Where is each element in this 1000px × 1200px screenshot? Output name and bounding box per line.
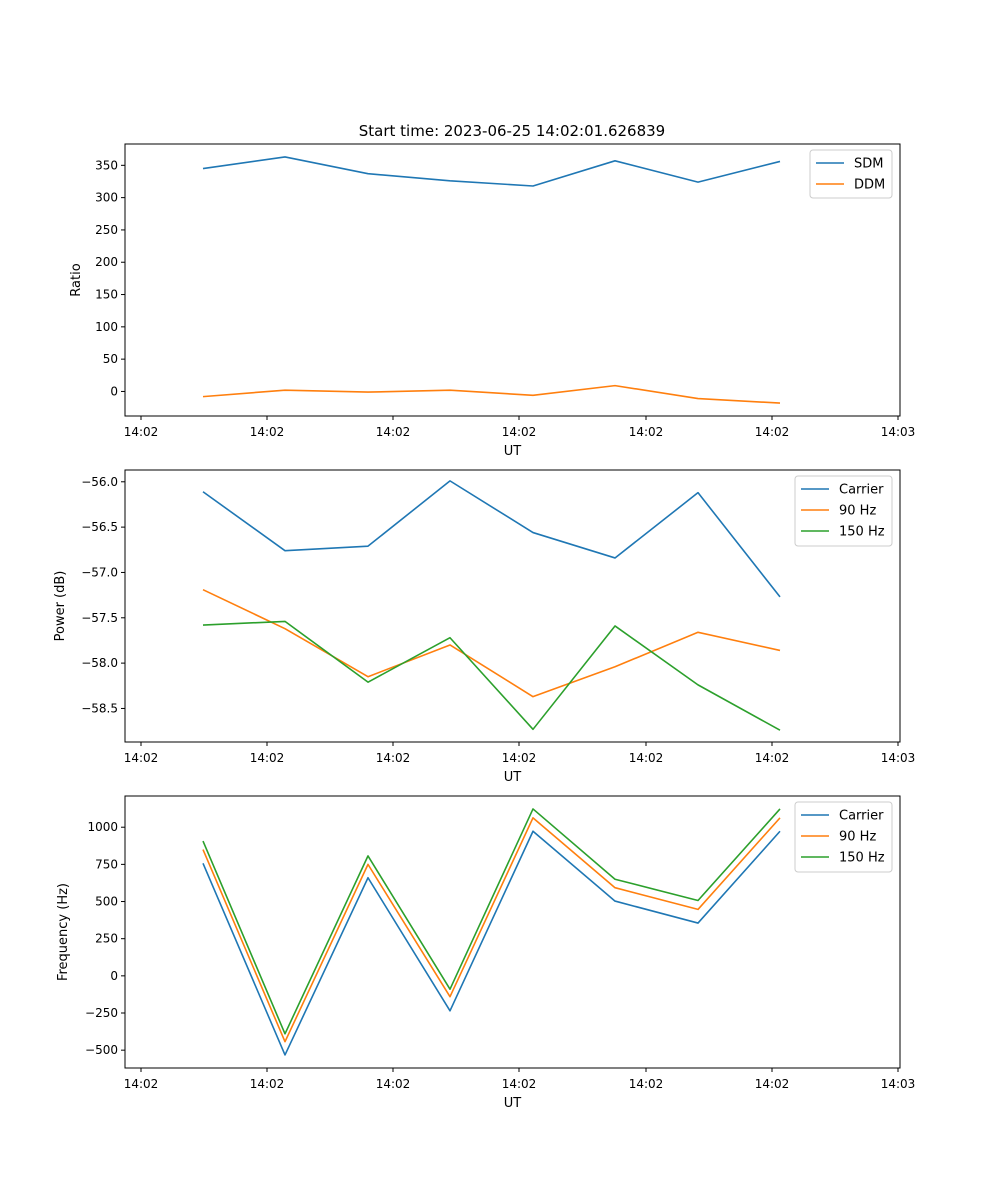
chart-title: Start time: 2023-06-25 14:02:01.626839 <box>359 122 665 140</box>
x-tick-label: 14:02 <box>376 425 411 439</box>
y-tick-label: −250 <box>85 1006 118 1020</box>
legend: SDM DDM <box>809 149 893 199</box>
series-line-carrier <box>202 830 781 1056</box>
y-tick-label: 750 <box>95 857 118 871</box>
y-axis-label: Ratio <box>69 263 84 296</box>
legend-entry: DDM <box>854 178 885 193</box>
x-tick-label: 14:03 <box>881 1077 916 1091</box>
y-tick-label: 100 <box>95 320 118 334</box>
legend-entry: 90 Hz <box>839 504 876 519</box>
x-axis-label: UT <box>504 1096 522 1111</box>
legend-entry: Carrier <box>839 483 884 498</box>
x-tick-label: 14:02 <box>124 751 159 765</box>
y-tick-label: −56.0 <box>81 475 118 489</box>
legend-entry: 90 Hz <box>839 830 876 845</box>
chart-panels: 14:02 14:02 14:02 14:02 14:02 14:02 14:03 0 50 10… <box>53 143 916 1111</box>
panel-1: 14:02 14:02 14:02 14:02 14:02 14:02 14:03 0 50 10… <box>69 143 916 459</box>
y-tick-label: 300 <box>95 191 118 205</box>
series-line-90-hz <box>202 588 781 698</box>
legend-entry: 150 Hz <box>839 525 885 540</box>
x-axis-label: UT <box>504 444 522 459</box>
legend-box <box>794 801 893 873</box>
y-tick-label: −58.0 <box>81 656 118 670</box>
x-tick-label: 14:02 <box>124 425 159 439</box>
x-tick-label: 14:03 <box>881 751 916 765</box>
y-tick-label: 50 <box>103 352 118 366</box>
x-tick-label: 14:02 <box>502 425 537 439</box>
x-tick-label: 14:02 <box>502 1077 537 1091</box>
y-tick-label: 250 <box>95 932 118 946</box>
series-line-carrier <box>202 480 781 598</box>
y-tick-label: −500 <box>85 1043 118 1057</box>
y-tick-label: 500 <box>95 895 118 909</box>
x-tick-label: 14:02 <box>755 751 790 765</box>
x-tick-label: 14:02 <box>376 1077 411 1091</box>
y-tick-label: 250 <box>95 223 118 237</box>
x-tick-label: 14:02 <box>629 425 664 439</box>
series-line-ddm <box>202 384 781 404</box>
series-line-150-hz <box>202 808 781 1035</box>
y-tick-label: 350 <box>95 158 118 172</box>
x-axis-label: UT <box>504 770 522 785</box>
x-tick-label: 14:02 <box>124 1077 159 1091</box>
x-tick-label: 14:02 <box>250 1077 285 1091</box>
legend: Carrier 90 Hz 150 Hz <box>794 475 893 547</box>
x-tick-label: 14:02 <box>629 751 664 765</box>
x-tick-label: 14:02 <box>376 751 411 765</box>
y-tick-label: 0 <box>110 384 118 398</box>
x-tick-label: 14:02 <box>755 425 790 439</box>
x-tick-label: 14:02 <box>755 1077 790 1091</box>
y-tick-label: −58.5 <box>81 701 118 715</box>
series-line-sdm <box>202 156 781 187</box>
panel-2: 14:02 14:02 14:02 14:02 14:02 14:02 14:03 −58.5… <box>53 469 916 785</box>
y-axis-label: Frequency (Hz) <box>56 883 71 981</box>
x-tick-label: 14:02 <box>250 425 285 439</box>
axes-frame <box>124 469 901 743</box>
y-tick-label: −57.0 <box>81 565 118 579</box>
y-tick-label: 150 <box>95 288 118 302</box>
legend-entry: SDM <box>854 157 883 172</box>
y-tick-label: 0 <box>110 969 118 983</box>
x-tick-label: 14:03 <box>881 425 916 439</box>
panel-3: 14:02 14:02 14:02 14:02 14:02 14:02 14:03 −500 −… <box>56 795 916 1111</box>
y-tick-label: −57.5 <box>81 611 118 625</box>
y-tick-label: 200 <box>95 255 118 269</box>
y-tick-label: 1000 <box>87 820 118 834</box>
axes-frame <box>124 795 901 1069</box>
legend-entry: 150 Hz <box>839 851 885 866</box>
legend: Carrier 90 Hz 150 Hz <box>794 801 893 873</box>
legend-box <box>809 149 893 199</box>
y-tick-label: −56.5 <box>81 520 118 534</box>
legend-box <box>794 475 893 547</box>
legend-entry: Carrier <box>839 809 884 824</box>
series-line-90-hz <box>202 817 781 1043</box>
y-axis-label: Power (dB) <box>53 571 68 642</box>
x-tick-label: 14:02 <box>629 1077 664 1091</box>
x-tick-label: 14:02 <box>502 751 537 765</box>
series-line-150-hz <box>202 620 781 731</box>
axes-frame <box>124 143 901 417</box>
x-tick-label: 14:02 <box>250 751 285 765</box>
